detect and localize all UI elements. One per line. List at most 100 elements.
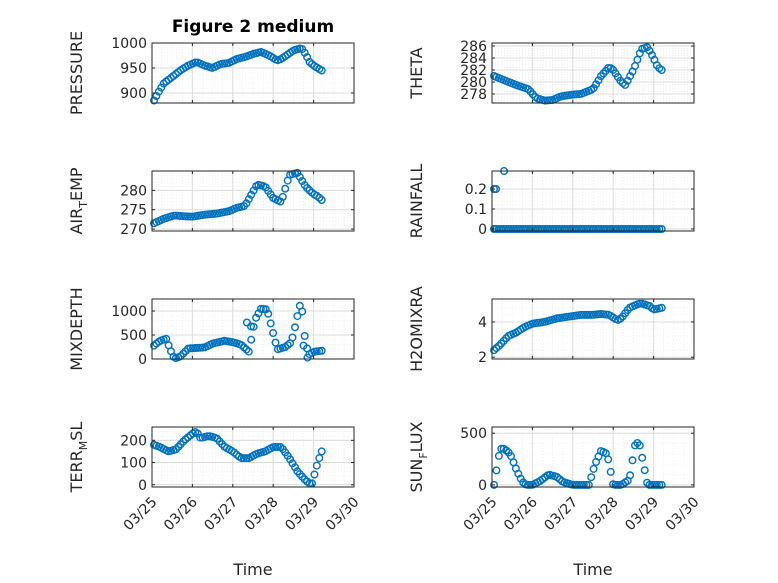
y-axis-label: MIXDEPTH: [67, 287, 86, 370]
y-axis-label-main: SUN: [407, 459, 426, 493]
data-point: [278, 192, 287, 201]
data-point: [640, 224, 649, 233]
data-point: [616, 76, 625, 85]
data-point: [613, 224, 622, 233]
data-point: [497, 444, 506, 453]
x-tick-label: 03/25: [461, 494, 501, 534]
y-axis-label-main: H2OMIXRA: [407, 286, 426, 372]
data-point: [317, 66, 326, 75]
y-axis-label-rest: EMP: [67, 167, 86, 201]
x-tick-label: 03/28: [242, 494, 282, 534]
data-point: [579, 310, 588, 319]
data-point: [291, 323, 300, 332]
data-point: [298, 176, 307, 185]
y-tick-label: 0.2: [465, 182, 487, 198]
y-axis-label-main: THETA: [407, 47, 426, 99]
rainfall-axes: 0 0.1 0.2 RAINFALL: [407, 164, 695, 239]
data-point: [604, 455, 613, 464]
data-point: [269, 329, 278, 338]
data-point: [298, 307, 307, 316]
data-point: [545, 224, 554, 233]
data-point: [519, 224, 528, 233]
data-point: [524, 85, 533, 94]
data-point: [582, 480, 591, 489]
x-tick-label: 03/29: [282, 494, 322, 534]
data-point: [179, 437, 188, 446]
data-point: [300, 332, 309, 341]
y-axis-label: H2OMIXRA: [407, 286, 426, 372]
data-point: [490, 480, 499, 489]
y-axis-label: TERRMSL: [67, 422, 90, 494]
y-axis-label-subscript: M: [77, 441, 90, 451]
y-tick-label: 0.1: [465, 202, 487, 218]
data-point: [575, 480, 584, 489]
data-point: [179, 349, 188, 358]
data-point: [303, 183, 312, 192]
data-point: [514, 224, 523, 233]
data-point: [171, 445, 180, 454]
mixdepth-axes: 0 500 1000 MIXDEPTH: [67, 287, 355, 371]
data-point: [186, 212, 195, 221]
data-point: [567, 224, 576, 233]
data-point: [616, 314, 625, 323]
data-point: [507, 224, 516, 233]
data-point: [650, 224, 659, 233]
data-point: [293, 312, 302, 321]
x-tick-label: 03/30: [323, 494, 363, 534]
data-point: [288, 333, 297, 342]
data-point: [648, 224, 657, 233]
y-axis-label-subscript: T: [77, 201, 90, 209]
data-point: [317, 195, 326, 204]
y-axis-label-rest: SL: [67, 422, 86, 441]
data-point: [560, 224, 569, 233]
data-point: [633, 439, 642, 448]
data-point: [521, 224, 530, 233]
data-point: [203, 432, 212, 441]
data-point: [655, 224, 664, 233]
data-point: [266, 319, 275, 328]
data-point: [242, 199, 251, 208]
data-point: [312, 461, 321, 470]
y-axis-label: RAINFALL: [407, 164, 426, 239]
data-point: [295, 172, 304, 181]
data-point: [494, 451, 503, 460]
data-point: [256, 304, 265, 313]
axes-box: [491, 42, 695, 104]
y-axis-label-main: MIXDEPTH: [67, 287, 86, 370]
x-tick-label: 03/27: [541, 494, 581, 534]
data-point: [643, 224, 652, 233]
data-point: [577, 480, 586, 489]
data-point: [613, 480, 622, 489]
data-point: [604, 63, 613, 72]
y-tick-label: 500: [460, 426, 487, 442]
data-point: [657, 480, 666, 489]
data-point: [623, 224, 632, 233]
y-tick-label: 278: [460, 87, 487, 103]
data-point: [650, 480, 659, 489]
data-point: [635, 299, 644, 308]
data-point: [657, 303, 666, 312]
data-point: [154, 87, 163, 96]
data-point: [271, 338, 280, 347]
data-point: [524, 480, 533, 489]
data-point: [191, 58, 200, 67]
data-point: [300, 48, 309, 57]
data-point: [288, 459, 297, 468]
data-point: [191, 344, 200, 353]
data-point: [548, 224, 557, 233]
data-point: [317, 346, 326, 355]
data-point: [247, 190, 256, 199]
x-tick-label: 03/28: [582, 494, 622, 534]
x-tick-label: 03/27: [201, 494, 241, 534]
y-tick-label: 1000: [111, 304, 147, 320]
y-axis-label-rest: LUX: [407, 421, 426, 452]
pressure-axes: 900 950 1000 PRESSURE Figure 2 medium: [67, 17, 355, 115]
data-point: [543, 224, 552, 233]
y-tick-label: 4: [478, 315, 487, 331]
data-point: [276, 443, 285, 452]
data-point: [592, 224, 601, 233]
data-point: [237, 454, 246, 463]
data-point: [606, 467, 615, 476]
data-point: [504, 224, 513, 233]
